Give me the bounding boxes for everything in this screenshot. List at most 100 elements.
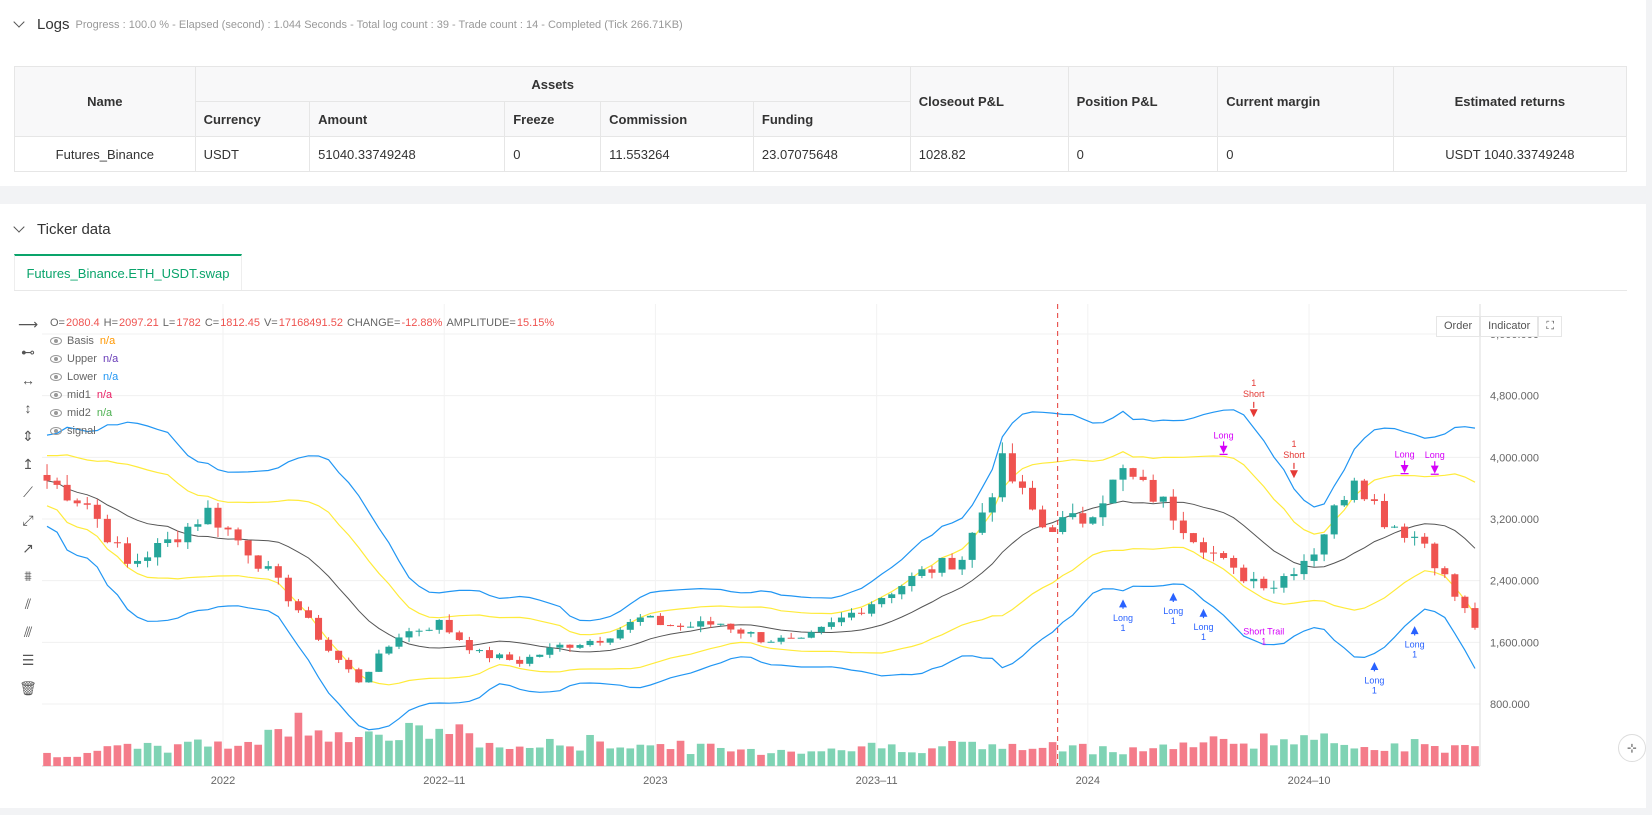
legend-item-mid1[interactable]: mid1 n/a bbox=[50, 386, 555, 404]
tab-eth-usdt-swap[interactable]: Futures_Binance.ETH_USDT.swap bbox=[14, 254, 242, 290]
candle-body bbox=[254, 555, 262, 569]
volume-bar bbox=[968, 741, 976, 766]
chevron-down-icon[interactable] bbox=[13, 221, 25, 233]
candle-body bbox=[536, 654, 544, 657]
volume-bar bbox=[827, 748, 836, 766]
trend-ray-icon[interactable]: ⤢ bbox=[22, 511, 34, 528]
candle-body bbox=[1079, 513, 1087, 524]
horizontal-ray-icon[interactable]: ⊷ bbox=[21, 343, 35, 360]
candle-body bbox=[1300, 560, 1308, 575]
horizontal-line-icon[interactable]: ⟶ bbox=[17, 315, 39, 332]
candle-body bbox=[365, 671, 373, 683]
volume-bar bbox=[294, 712, 303, 766]
candle-body bbox=[1018, 481, 1026, 488]
fib-channel-icon[interactable]: ⫻ bbox=[23, 623, 33, 640]
candle-body bbox=[244, 540, 252, 556]
candle-body bbox=[375, 653, 383, 672]
volume-bar bbox=[837, 750, 846, 766]
eye-icon[interactable] bbox=[50, 337, 62, 345]
candle-body bbox=[485, 650, 494, 659]
col-group-assets: Assets bbox=[194, 66, 911, 102]
eye-icon[interactable] bbox=[50, 373, 62, 381]
volume-bar bbox=[747, 748, 755, 766]
l-value: 1782 bbox=[176, 317, 201, 329]
volume-bar bbox=[1169, 749, 1178, 766]
price-chart[interactable]: 5,600.0004,800.0004,000.0003,200.0002,40… bbox=[0, 300, 1646, 800]
ohlc-readout: O= 2080.4 H= 2097.21 L= 1782 C= 1812.45 V= 17… bbox=[50, 314, 555, 332]
extended-line-icon[interactable]: ↔ bbox=[21, 372, 35, 388]
logs-header[interactable]: Logs Progress : 100.0 % - Elapsed (secon… bbox=[12, 12, 683, 36]
arrow-line-icon[interactable]: ↗ bbox=[22, 539, 34, 556]
parallel-channel-icon[interactable]: ⫽ bbox=[24, 595, 32, 612]
candle-body bbox=[636, 617, 644, 622]
col-returns: Estimated returns bbox=[1392, 66, 1628, 137]
c-value: 1812.45 bbox=[220, 317, 260, 329]
legend-item-lower[interactable]: Lower n/a bbox=[50, 368, 555, 386]
signal-qty: 1 bbox=[1121, 623, 1126, 633]
legend-item-upper[interactable]: Upper n/a bbox=[50, 350, 555, 368]
v-label: V= bbox=[263, 317, 278, 329]
legend-item-mid2[interactable]: mid2 n/a bbox=[50, 404, 555, 422]
measure-icon[interactable]: ⩩ bbox=[24, 567, 32, 584]
vertical-segment-icon[interactable]: ⇕ bbox=[22, 427, 34, 444]
col-position: Position P&L bbox=[1067, 66, 1219, 137]
candle-body bbox=[958, 559, 966, 570]
indicator-button[interactable]: Indicator bbox=[1480, 316, 1539, 337]
volume-bar bbox=[485, 742, 494, 766]
legend-item-basis[interactable]: Basis n/a bbox=[50, 332, 555, 350]
volume-bar bbox=[1249, 748, 1258, 766]
vertical-ray-icon[interactable]: ↥ bbox=[22, 455, 34, 472]
candle-body bbox=[73, 500, 81, 504]
volume-bar bbox=[1109, 752, 1117, 766]
volume-bar bbox=[1099, 746, 1107, 766]
candle-body bbox=[888, 594, 896, 599]
fullscreen-icon[interactable]: ⛶ bbox=[1538, 316, 1563, 337]
candle-body bbox=[767, 641, 775, 643]
x-tick-label: 2023 bbox=[643, 775, 667, 787]
volume-bar bbox=[666, 749, 675, 766]
ticker-header[interactable]: Ticker data bbox=[12, 217, 111, 241]
signal-qty: 1 bbox=[1251, 378, 1256, 388]
candle-body bbox=[1380, 500, 1388, 528]
volume-bar bbox=[727, 751, 735, 766]
volume-bar bbox=[1390, 743, 1399, 766]
candle-body bbox=[737, 629, 745, 634]
volume-bar bbox=[1360, 747, 1369, 766]
candle-body bbox=[858, 612, 866, 614]
eye-icon[interactable] bbox=[50, 409, 62, 417]
volume-bar bbox=[133, 748, 142, 766]
volume-bar bbox=[535, 747, 544, 766]
volume-bar bbox=[1471, 746, 1479, 766]
crosshair-icon[interactable]: ⊹ bbox=[1618, 734, 1646, 762]
assets-table: Name Assets Closeout P&L Position P&L Cu… bbox=[14, 66, 1628, 172]
trend-line-icon[interactable]: ⟋ bbox=[23, 483, 33, 500]
candle-body bbox=[1240, 567, 1248, 582]
candle-body bbox=[1330, 505, 1338, 535]
candle-body bbox=[345, 659, 353, 670]
candle-body bbox=[918, 569, 926, 576]
legend-item-signal[interactable]: signal bbox=[50, 422, 555, 440]
eye-icon[interactable] bbox=[50, 355, 62, 363]
chart-legend: O= 2080.4 H= 2097.21 L= 1782 C= 1812.45 V= 17… bbox=[50, 314, 555, 440]
trash-icon[interactable]: 🗑 bbox=[19, 679, 37, 696]
col-funding: Funding bbox=[752, 101, 911, 137]
logs-summary: Progress : 100.0 % - Elapsed (second) : … bbox=[75, 19, 683, 31]
cell-freeze: 0 bbox=[504, 136, 602, 172]
volume-bar bbox=[324, 741, 333, 766]
volume-bar bbox=[1420, 744, 1429, 766]
fib-retracement-icon[interactable]: ☰ bbox=[21, 651, 35, 668]
chevron-down-icon[interactable] bbox=[13, 16, 25, 28]
candle-body bbox=[807, 632, 815, 638]
candle-body bbox=[928, 569, 936, 573]
order-button[interactable]: Order bbox=[1436, 316, 1481, 337]
volume-bar bbox=[566, 746, 574, 766]
vertical-line-icon[interactable]: ↕ bbox=[24, 400, 32, 416]
candle-body bbox=[194, 524, 202, 527]
eye-icon[interactable] bbox=[50, 427, 62, 435]
cell-currency: USDT bbox=[194, 136, 311, 172]
inner-upper-line bbox=[47, 451, 1476, 636]
x-tick-label: 2023–11 bbox=[856, 775, 898, 787]
candle-body bbox=[1340, 499, 1348, 506]
long-arrow-icon bbox=[1199, 608, 1208, 619]
eye-icon[interactable] bbox=[50, 391, 62, 399]
